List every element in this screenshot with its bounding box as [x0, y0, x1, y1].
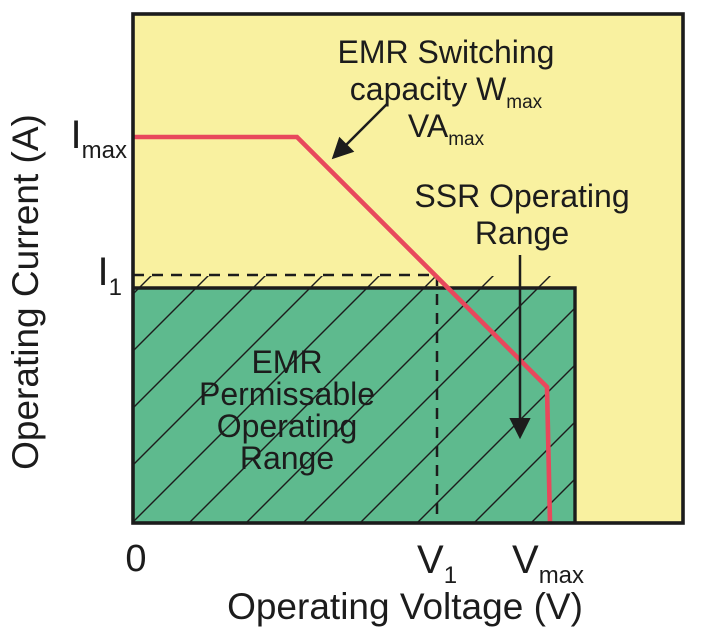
- emr-region-border: [133, 286, 577, 523]
- plot-frame: [131, 12, 685, 525]
- emr-range-annotation-line3: Operating: [217, 408, 358, 444]
- emr-range-annotation-line4: Range: [240, 440, 334, 476]
- emr-switching-annotation-line1: EMR Switching: [338, 34, 555, 70]
- emr-switching-annotation-line3: VAmax: [408, 108, 485, 150]
- tick-i1: I1: [98, 250, 122, 301]
- tick-imax: Imax: [71, 113, 127, 164]
- emr-range-annotation-line1: EMR: [251, 344, 322, 380]
- emr-switching-capacity-line: [133, 134, 553, 524]
- emr-region-hatching: [133, 276, 575, 523]
- emr-switching-annotation-line2: capacity Wmax: [350, 71, 543, 113]
- tick-v1: V1: [417, 538, 457, 589]
- x-axis-title: Operating Voltage (V): [227, 586, 583, 627]
- ssr-range-annotation-line2: Range: [475, 215, 569, 251]
- tick-origin: 0: [125, 538, 146, 580]
- ssr-range-annotation-line1: SSR Operating: [414, 178, 629, 214]
- emr-switching-arrow-icon: [331, 103, 388, 160]
- tick-vmax: Vmax: [512, 538, 584, 589]
- emr-range-annotation-line2: Permissable: [199, 376, 375, 412]
- y-axis-title: Operating Current (A): [5, 114, 46, 470]
